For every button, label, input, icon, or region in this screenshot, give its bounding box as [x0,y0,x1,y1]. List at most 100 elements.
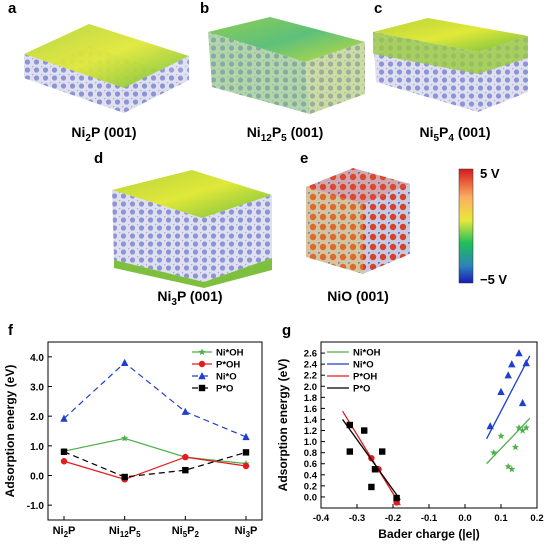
panel-label-c: c [374,0,383,17]
panel-label-g: g [282,322,292,339]
data-point [379,448,386,455]
legend-marker [198,348,206,356]
x-axis-label: Bader charge (|e|) [378,527,479,541]
fit-line [342,419,401,501]
data-point [522,359,530,367]
caption-text: Ni3P (001) [157,288,223,308]
series-line [63,437,247,465]
x-tick-label: 0.1 [494,513,508,524]
x-tick-label: Ni3P [235,525,258,539]
data-point [346,448,353,455]
data-point [181,407,190,415]
y-tick-label: 1.6 [304,404,317,415]
data-point [515,349,523,357]
legend-label: P*OH [353,372,377,383]
x-tick-label: -0.3 [349,513,365,524]
data-point [60,448,68,455]
chart-f: 4.0 3.0 2.0 1.0 0.0 -1.0 Ni2P Ni12P5 Ni5P2 Ni3P Ad… [3,341,263,539]
panel-label-b: b [200,0,210,17]
structure-ni5p4-image [373,18,528,112]
data-point [346,421,353,429]
y-tick-label: 2.6 [304,349,317,360]
x-tick-label: Ni5P2 [172,525,200,539]
data-point [518,426,527,434]
legend-label: P*O [353,384,370,395]
y-tick-label: 0.8 [304,448,317,459]
caption-ni12p5: Ni12P5 (001) [195,124,375,144]
caption-text: Ni5P4 (001) [419,124,491,144]
x-tick-label: 0.2 [530,513,543,524]
data-point [490,448,498,456]
y-tick-label: 1.0 [304,437,317,448]
data-point [511,443,520,451]
panel-label-d: d [94,150,104,167]
y-tick-label: 2.4 [304,360,318,371]
colorbar-bottom-label: −5 V [480,272,508,287]
y-axis-label: Adsorption energy (eV) [276,359,290,492]
data-point [508,465,516,473]
data-point [486,422,494,430]
caption-ni3p: Ni3P (001) [100,288,280,308]
y-tick-label: 3.0 [30,383,44,394]
data-point [393,494,400,502]
x-tick-label: Ni2P [53,525,76,539]
y-tick-label: 2.2 [304,371,317,382]
series-line [63,361,247,438]
legend-label: Ni*OH [353,348,381,359]
y-tick-label: 0.0 [30,472,44,483]
data-point [60,458,68,465]
legend-label: Ni*O [353,360,374,371]
y-tick-label: 2.0 [30,412,44,423]
data-point [497,432,505,440]
colorbar-top-label: 5 V [480,166,500,181]
panel-label-f: f [8,322,13,339]
y-tick-label: 0.4 [304,470,318,481]
structure-ni2p-image [24,24,189,113]
legend-marker [198,372,206,380]
data-point [368,483,375,491]
data-point [182,466,189,474]
structure-nio-image [306,168,410,274]
data-point [508,360,516,368]
data-point [182,453,189,461]
y-tick-label: 2.0 [304,382,317,393]
legend-label: P*OH [216,360,240,371]
y-tick-label: 0.2 [304,481,317,492]
fit-line [486,355,531,440]
caption-nio: NiO (001) [268,288,448,304]
x-tick-label: Ni12P5 [109,525,141,539]
y-tick-label: 1.8 [304,393,317,404]
data-point [504,371,512,379]
data-point [242,432,250,441]
data-point [120,358,129,366]
y-tick-label: 1.2 [304,426,317,437]
panel-label-e: e [300,150,309,167]
panel-label-a: a [8,0,17,17]
caption-ni5p4: Ni5P4 (001) [365,124,545,144]
x-tick-label: -0.4 [313,513,330,524]
y-tick-label: 0.0 [304,492,317,503]
data-point [242,462,250,470]
structure-ni3p-image [112,170,272,288]
chart-g: 0.00.20.40.60.81.01.21.41.61.82.02.22.42… [276,341,544,541]
data-point [60,414,68,422]
data-point [361,427,368,434]
data-point [121,434,129,442]
x-tick-label: 0.0 [458,513,471,524]
legend-marker [198,360,206,368]
y-tick-label: 1.4 [304,415,318,426]
legend-label: Ni*OH [216,348,244,359]
y-tick-label: -1.0 [27,501,45,512]
legend-label: P*O [216,384,233,395]
y-tick-label: 0.6 [304,459,317,470]
data-point [371,466,379,473]
data-point [518,398,527,407]
x-tick-label: -0.2 [385,513,401,524]
caption-text: Ni12P5 (001) [246,124,324,144]
caption-text: Ni2P (001) [71,124,137,144]
data-point [522,423,530,431]
data-point [497,387,505,395]
data-point [242,449,250,456]
data-point [515,423,523,431]
plot-frame [47,341,263,521]
